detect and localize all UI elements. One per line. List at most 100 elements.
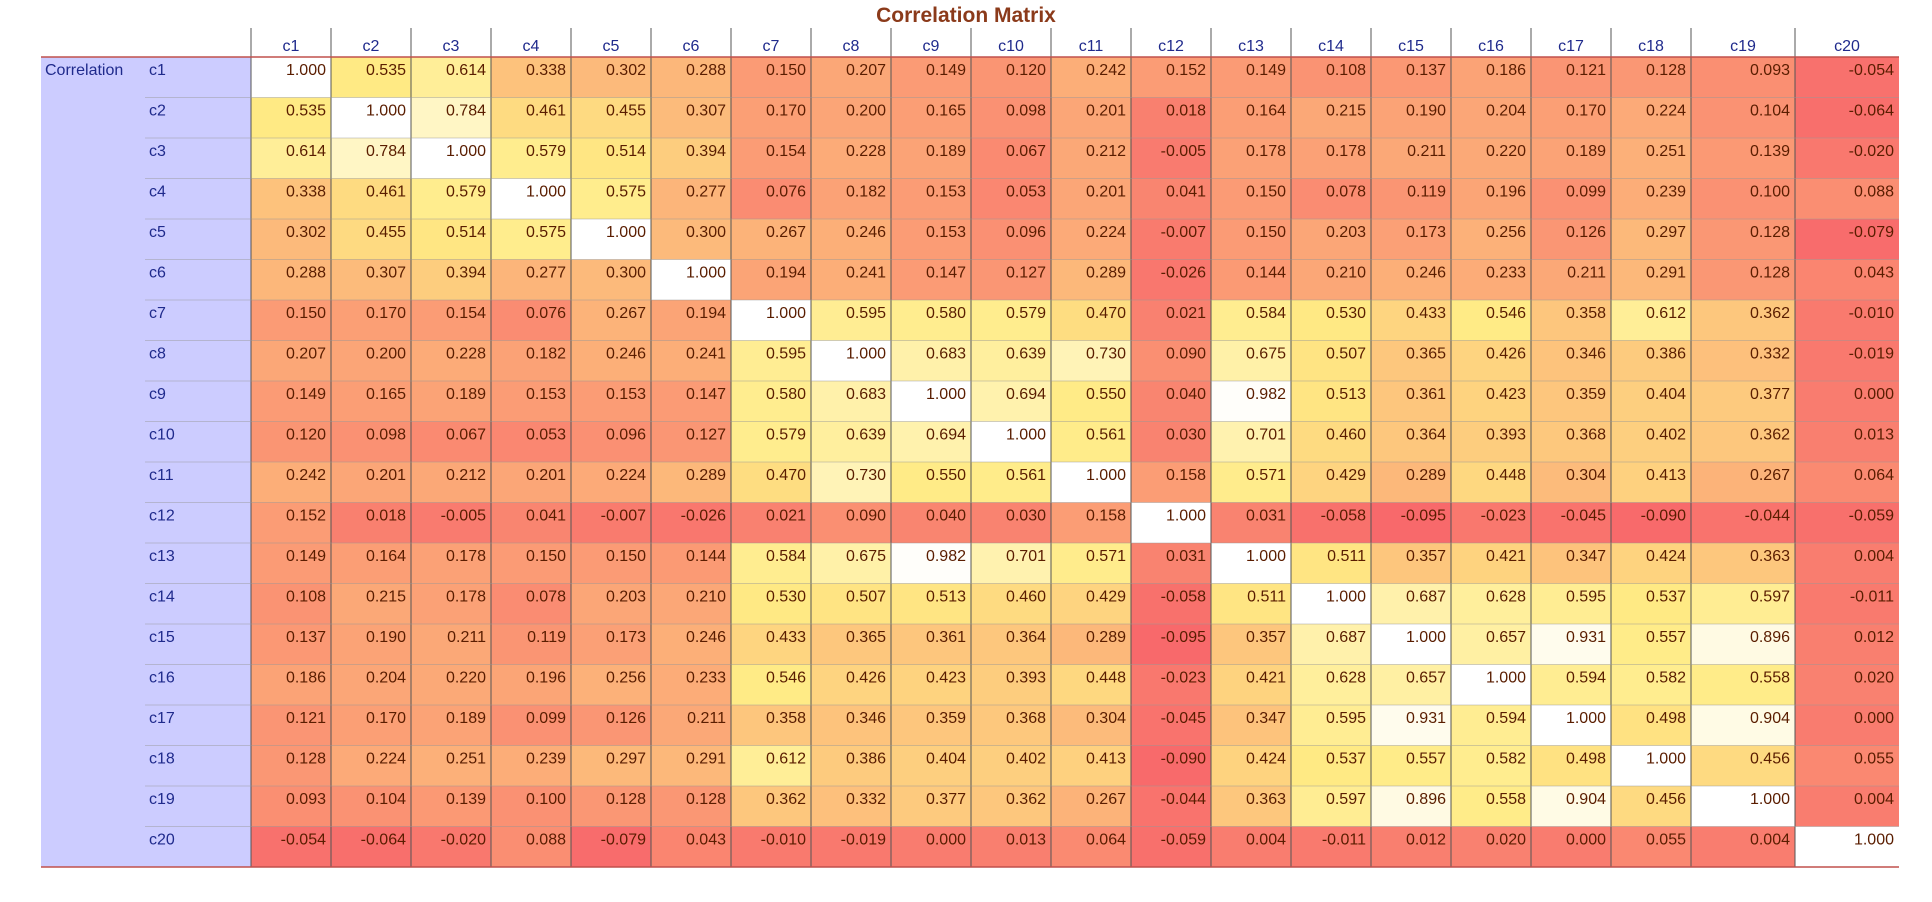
heatmap-cell <box>411 138 491 179</box>
heatmap-cell <box>1611 826 1691 868</box>
heatmap-cell <box>651 259 731 301</box>
row-label: c17 <box>149 710 175 727</box>
heatmap-cell <box>331 786 411 827</box>
heatmap-cell <box>731 57 811 98</box>
heatmap-cell <box>1051 178 1131 220</box>
heatmap-cell <box>731 300 811 341</box>
heatmap-cell <box>1291 57 1371 98</box>
cell-value: 0.241 <box>686 346 726 363</box>
cell-value: 0.186 <box>1486 62 1526 79</box>
heatmap-cell <box>971 583 1051 625</box>
heatmap-cell <box>971 421 1051 463</box>
heatmap-cell <box>971 219 1051 260</box>
heatmap-cell <box>811 826 891 868</box>
heatmap-cell <box>731 178 811 220</box>
heatmap-cell <box>1211 502 1291 544</box>
cell-value: 0.126 <box>606 710 646 727</box>
heatmap-cell <box>651 421 731 463</box>
cell-value: 0.675 <box>1246 346 1286 363</box>
heatmap-cell <box>971 97 1051 139</box>
heatmap-cell <box>1531 57 1611 98</box>
cell-value: 0.507 <box>846 589 886 606</box>
cell-value: 0.584 <box>766 548 806 565</box>
cell-value: 0.359 <box>1566 386 1606 403</box>
cell-value: 0.513 <box>1326 386 1366 403</box>
column-header: c9 <box>923 38 940 55</box>
cell-value: 0.297 <box>606 751 646 768</box>
heatmap-cell <box>651 745 731 787</box>
cell-value: 1.000 <box>926 386 966 403</box>
cell-value: 0.233 <box>1486 265 1526 282</box>
heatmap-cell <box>1691 259 1795 301</box>
heatmap-cell <box>1531 138 1611 179</box>
heatmap-cell <box>331 259 411 301</box>
heatmap-cell <box>1531 745 1611 787</box>
cell-value: 0.461 <box>366 184 406 201</box>
heatmap-cell <box>411 57 491 98</box>
column-header: c20 <box>1834 38 1860 55</box>
heatmap-cell <box>731 826 811 868</box>
heatmap-cell <box>971 462 1051 503</box>
heatmap-cell <box>811 421 891 463</box>
cell-value: 0.579 <box>446 184 486 201</box>
cell-value: 0.178 <box>446 589 486 606</box>
cell-value: 0.931 <box>1566 629 1606 646</box>
cell-value: 0.365 <box>846 629 886 646</box>
cell-value: 0.413 <box>1086 751 1126 768</box>
heatmap-cell <box>811 340 891 382</box>
heatmap-cell <box>1691 421 1795 463</box>
cell-value: 0.338 <box>526 62 566 79</box>
heatmap-cell <box>1531 219 1611 260</box>
cell-value: 0.579 <box>766 427 806 444</box>
heatmap-cell <box>1451 421 1531 463</box>
heatmap-cell <box>891 462 971 503</box>
heatmap-cell <box>1691 786 1795 827</box>
cell-value: 0.530 <box>1326 305 1366 322</box>
heatmap-cell <box>1051 664 1131 706</box>
heatmap-cell <box>1691 138 1795 179</box>
cell-value: 0.239 <box>526 751 566 768</box>
heatmap-cell <box>411 745 491 787</box>
heatmap-cell <box>1691 57 1795 98</box>
cell-value: 0.150 <box>1246 224 1286 241</box>
heatmap-cell <box>411 300 491 341</box>
heatmap-cell <box>1131 259 1211 301</box>
cell-value: 0.211 <box>447 629 486 646</box>
cell-value: 0.256 <box>606 670 646 687</box>
cell-value: 0.153 <box>606 386 646 403</box>
heatmap-cell <box>1131 664 1211 706</box>
cell-value: 0.364 <box>1006 629 1046 646</box>
heatmap-cell <box>1131 97 1211 139</box>
heatmap-cell <box>891 786 971 827</box>
cell-value: 0.200 <box>846 103 886 120</box>
cell-value: 0.030 <box>1166 427 1206 444</box>
heatmap-cell <box>651 462 731 503</box>
cell-value: 0.031 <box>1166 548 1206 565</box>
heatmap-cell <box>651 705 731 746</box>
heatmap-cell <box>971 502 1051 544</box>
heatmap-cell <box>571 300 651 341</box>
cell-value: 0.584 <box>1246 305 1286 322</box>
cell-value: 0.498 <box>1646 710 1686 727</box>
cell-value: 1.000 <box>366 103 406 120</box>
cell-value: 1.000 <box>686 265 726 282</box>
cell-value: -0.058 <box>1321 508 1366 525</box>
heatmap-cell <box>571 219 651 260</box>
heatmap-cell <box>651 340 731 382</box>
heatmap-cell <box>891 97 971 139</box>
heatmap-cell <box>1051 583 1131 625</box>
heatmap-cell <box>1691 462 1795 503</box>
cell-value: 0.128 <box>606 791 646 808</box>
cell-value: 0.251 <box>1646 143 1686 160</box>
heatmap-cell <box>1371 624 1451 665</box>
column-header: c16 <box>1478 38 1504 55</box>
heatmap-cell <box>1451 583 1531 625</box>
cell-value: 0.194 <box>686 305 726 322</box>
column-header: c3 <box>443 38 460 55</box>
heatmap-cell <box>1291 664 1371 706</box>
heatmap-cell <box>1611 705 1691 746</box>
heatmap-cell <box>891 57 971 98</box>
heatmap-cell <box>1371 826 1451 868</box>
cell-value: 0.211 <box>1407 143 1446 160</box>
heatmap-cell <box>1371 381 1451 422</box>
